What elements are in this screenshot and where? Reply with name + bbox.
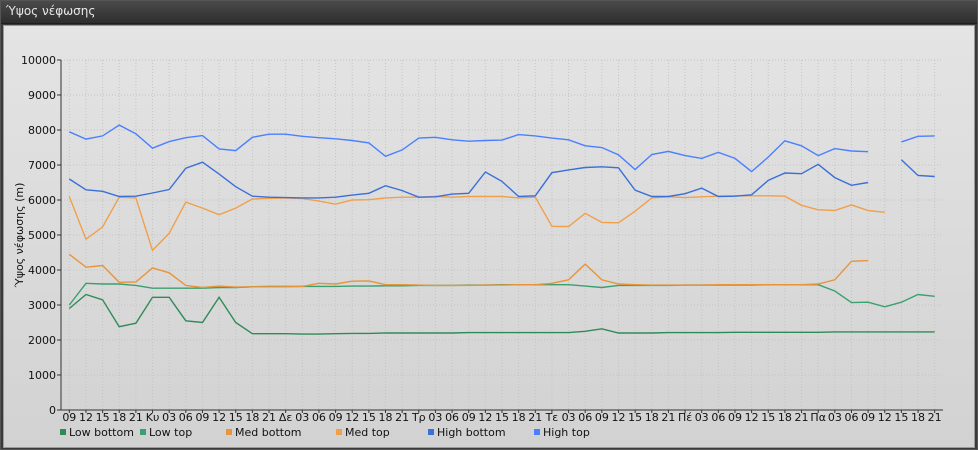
chart-grid — [61, 59, 943, 411]
legend-label-1: Low top — [149, 426, 192, 439]
y-tick-labels: 0 1000 2000 3000 4000 5000 6000 7000 8000 9000 100… — [21, 54, 61, 417]
y-tick-label-7: 7000 — [28, 159, 56, 172]
window-title: Ύψος νέφωσης — [6, 4, 96, 18]
x-tick-label-38: 03 — [695, 411, 709, 424]
x-tick-label-25: 12 — [478, 411, 492, 424]
x-tick-label-43: 18 — [778, 411, 792, 424]
x-tick-label-4: 21 — [129, 411, 143, 424]
x-tick-label-35: 18 — [645, 411, 659, 424]
x-tick-label-27: 18 — [512, 411, 526, 424]
x-tick-label-49: 12 — [878, 411, 892, 424]
y-axis-label: Ύψος νέφωσης (m) — [13, 183, 26, 289]
legend-swatch-4 — [428, 429, 434, 435]
x-tick-label-29: Τε — [545, 411, 559, 424]
legend-swatch-2 — [226, 429, 232, 435]
series-line-2 — [68, 253, 869, 289]
legend-label-5: High top — [543, 426, 590, 439]
x-tick-label-3: 18 — [112, 411, 126, 424]
y-tick-label-5: 5000 — [28, 229, 56, 242]
series-line-3 — [68, 195, 885, 252]
x-tick-label-39: 06 — [711, 411, 725, 424]
x-tick-labels: 09 12 15 18 21 Κυ 03 06 09 12 15 18 21 Δε 03 06 09 12 15 18… — [62, 410, 942, 424]
x-tick-label-34: 15 — [628, 411, 642, 424]
x-tick-label-30: 03 — [562, 411, 576, 424]
x-tick-label-52: 21 — [928, 411, 942, 424]
chart-panel — [3, 25, 975, 448]
x-tick-label-0: 09 — [62, 411, 76, 424]
x-tick-label-26: 15 — [495, 411, 509, 424]
y-tick-label-1: 1000 — [28, 369, 56, 382]
x-tick-label-17: 12 — [345, 411, 359, 424]
x-tick-label-48: 09 — [861, 411, 875, 424]
x-tick-label-20: 21 — [395, 411, 409, 424]
series-lines — [68, 124, 935, 335]
x-tick-label-51: 18 — [911, 411, 925, 424]
x-tick-label-32: 09 — [595, 411, 609, 424]
x-tick-label-13: Δε — [279, 411, 293, 424]
x-tick-label-9: 12 — [212, 411, 226, 424]
x-tick-label-36: 21 — [661, 411, 675, 424]
chart-legend: Low bottom Low top Med bottom Med top High b… — [60, 426, 590, 439]
legend-label-2: Med bottom — [235, 426, 302, 439]
x-tick-label-28: 21 — [528, 411, 542, 424]
window-titlebar: Ύψος νέφωσης — [1, 1, 977, 24]
x-tick-label-6: 03 — [162, 411, 176, 424]
y-tick-label-9: 9000 — [28, 89, 56, 102]
x-tick-label-5: Κυ — [146, 411, 160, 424]
x-tick-label-21: Τρ — [411, 411, 426, 424]
series-line-4 — [68, 159, 935, 199]
series-line-5 — [69, 124, 935, 173]
x-tick-label-37: Πέ — [678, 411, 692, 424]
legend-swatch-1 — [140, 429, 146, 435]
x-tick-label-8: 09 — [195, 411, 209, 424]
y-tick-label-10: 10000 — [21, 54, 56, 67]
y-tick-label-3: 3000 — [28, 299, 56, 312]
x-tick-label-10: 15 — [229, 411, 243, 424]
y-tick-label-6: 6000 — [28, 194, 56, 207]
x-tick-label-45: Πα — [810, 411, 826, 424]
legend-swatch-3 — [336, 429, 342, 435]
x-tick-label-14: 03 — [295, 411, 309, 424]
x-tick-label-2: 15 — [96, 411, 110, 424]
series-line-0 — [68, 293, 935, 335]
x-tick-label-19: 18 — [379, 411, 393, 424]
y-tick-label-8: 8000 — [28, 124, 56, 137]
x-tick-label-22: 03 — [428, 411, 442, 424]
x-tick-label-33: 12 — [611, 411, 625, 424]
y-tick-label-0: 0 — [49, 404, 56, 417]
x-tick-label-16: 09 — [329, 411, 343, 424]
y-tick-label-2: 2000 — [28, 334, 56, 347]
x-tick-label-7: 06 — [179, 411, 193, 424]
x-tick-label-1: 12 — [79, 411, 93, 424]
legend-swatch-5 — [534, 429, 540, 435]
x-tick-label-15: 06 — [312, 411, 326, 424]
x-tick-label-18: 15 — [362, 411, 376, 424]
x-tick-label-47: 06 — [844, 411, 858, 424]
x-tick-label-46: 03 — [828, 411, 842, 424]
x-tick-label-11: 18 — [245, 411, 259, 424]
x-tick-label-40: 09 — [728, 411, 742, 424]
legend-swatch-0 — [60, 429, 66, 435]
x-tick-label-24: 09 — [462, 411, 476, 424]
x-tick-label-12: 21 — [262, 411, 276, 424]
x-tick-label-31: 06 — [578, 411, 592, 424]
x-tick-label-50: 15 — [894, 411, 908, 424]
y-tick-label-4: 4000 — [28, 264, 56, 277]
x-tick-label-41: 12 — [745, 411, 759, 424]
legend-label-0: Low bottom — [69, 426, 134, 439]
legend-label-3: Med top — [345, 426, 390, 439]
legend-label-4: High bottom — [437, 426, 506, 439]
x-tick-label-42: 15 — [761, 411, 775, 424]
x-tick-label-44: 21 — [795, 411, 809, 424]
x-tick-label-23: 06 — [445, 411, 459, 424]
